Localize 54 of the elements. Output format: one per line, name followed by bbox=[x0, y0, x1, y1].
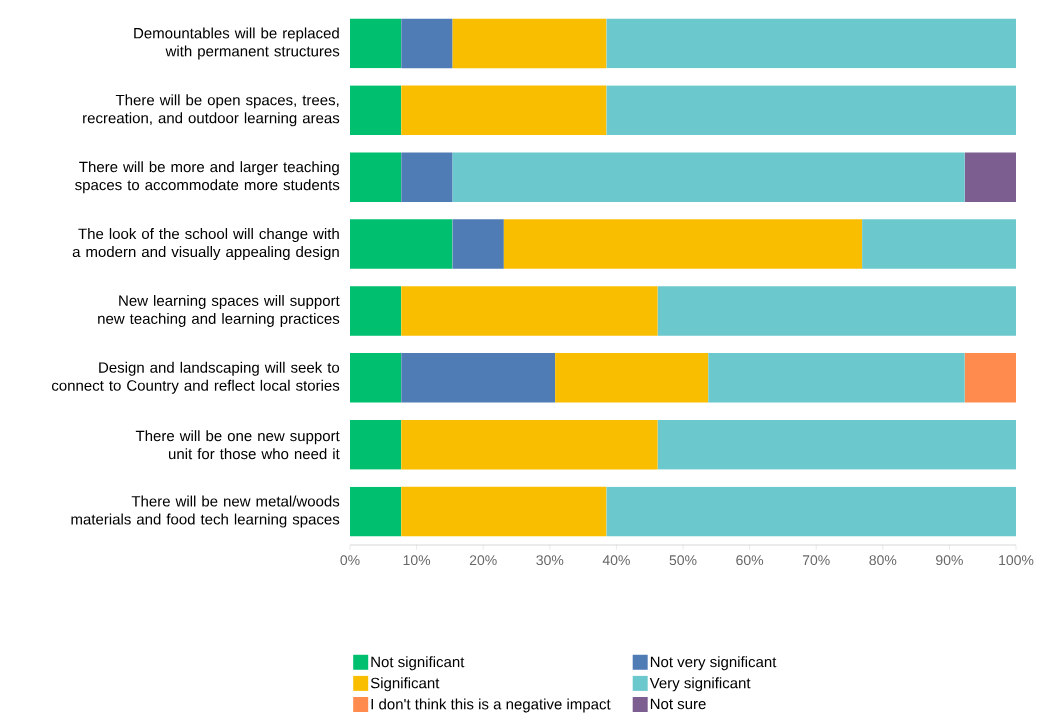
bar bbox=[708, 353, 965, 403]
bar bbox=[503, 219, 863, 269]
legend-label: Not very significant bbox=[650, 656, 777, 671]
x-tick-label: 60% bbox=[736, 555, 764, 566]
y-tick-label: There will be new metal/woods materials and food tech learning spaces bbox=[71, 495, 340, 528]
bar bbox=[401, 152, 453, 202]
y-tick-label: Demountables will be replaced with permanent structures bbox=[134, 27, 340, 60]
bar bbox=[964, 152, 1016, 202]
bar bbox=[401, 18, 453, 69]
legend-label: Significant bbox=[370, 677, 440, 692]
x-tick-label: 20% bbox=[469, 555, 497, 566]
y-tick-label: Design and landscaping will seek to connect to Country and reflect local stories bbox=[51, 361, 340, 394]
legend-label: Not significant bbox=[371, 656, 465, 671]
bar bbox=[964, 353, 1016, 403]
bar bbox=[452, 18, 607, 69]
x-tick-label: 0% bbox=[340, 555, 360, 566]
x-tick-label: 80% bbox=[869, 555, 897, 566]
legend-label: Very significant bbox=[649, 677, 751, 692]
bar bbox=[350, 219, 453, 269]
bar bbox=[350, 18, 402, 69]
x-tick-label: 10% bbox=[403, 555, 431, 566]
bar bbox=[606, 486, 1016, 537]
y-tick-label: The look of the school will change with a modern and visually appealing design bbox=[72, 228, 339, 261]
y-tick-label: There will be open spaces, trees, recreation, and outdoor learning areas bbox=[83, 94, 340, 127]
x-tick-label: 70% bbox=[802, 555, 830, 566]
legend-label: Not sure bbox=[650, 698, 706, 710]
bar bbox=[350, 486, 402, 537]
bar bbox=[401, 353, 556, 403]
bar bbox=[401, 419, 658, 470]
bar bbox=[350, 419, 402, 470]
bar bbox=[350, 353, 402, 403]
bar bbox=[401, 286, 658, 336]
bar bbox=[452, 219, 504, 269]
legend-label: I don't think this is a negative impact bbox=[371, 698, 611, 713]
bar bbox=[862, 219, 1016, 269]
bar bbox=[606, 85, 1016, 136]
x-tick-label: 100% bbox=[999, 555, 1034, 566]
x-tick-label: 40% bbox=[602, 555, 630, 566]
bar bbox=[452, 152, 965, 202]
bar bbox=[350, 286, 402, 336]
bar bbox=[401, 85, 607, 136]
x-tick-label: 30% bbox=[536, 555, 564, 566]
bar bbox=[606, 18, 1016, 69]
bar bbox=[657, 286, 1016, 336]
x-tick-label: 50% bbox=[669, 555, 697, 566]
y-tick-label: There will be more and larger teaching spaces to accommodate more students bbox=[75, 161, 340, 194]
bar bbox=[401, 486, 607, 537]
bar bbox=[657, 419, 1016, 470]
y-tick-label: New learning spaces will support new teaching and learning practices bbox=[98, 294, 340, 327]
bar bbox=[350, 152, 402, 202]
bar bbox=[350, 85, 402, 136]
bar bbox=[555, 353, 709, 403]
y-tick-label: There will be one new support unit for those who need it bbox=[135, 430, 340, 460]
x-tick-label: 90% bbox=[936, 555, 963, 566]
